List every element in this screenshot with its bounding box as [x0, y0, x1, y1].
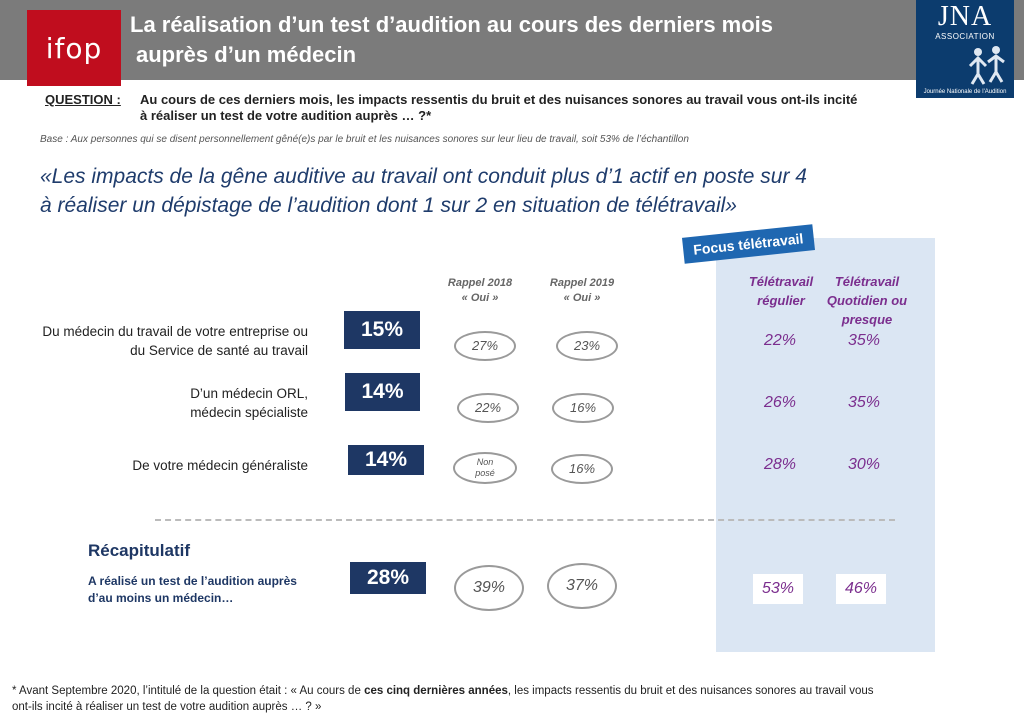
rappel-2019-oval: 16% [551, 454, 613, 484]
value-box: 15% [344, 311, 420, 349]
title-line-1: La réalisation d’un test d’audition au c… [130, 12, 774, 37]
recap-value-box: 28% [350, 562, 426, 594]
tt-quotidien-value: 30% [847, 456, 881, 473]
col-header-rappel-2018: Rappel 2018 « Oui » [447, 277, 513, 304]
title-bar [0, 0, 1024, 80]
tt-quotidien-value: 35% [847, 394, 881, 411]
jna-logo: JNA ASSOCIATION Journée Nationale de l'A… [916, 0, 1014, 98]
question-text: Au cours de ces derniers mois, les impac… [140, 92, 858, 123]
tt-regulier-value: 26% [763, 394, 797, 411]
rappel-2019-oval: 23% [556, 331, 618, 361]
col-header-tt-quotidien: Télétravail Quotidien ou presque [826, 274, 908, 327]
headline-quote: «Les impacts de la gêne auditive au trav… [40, 165, 807, 217]
col-header-tt-regulier: Télétravail régulier [748, 274, 814, 308]
rappel-2019-oval: 16% [552, 393, 614, 423]
recap-rappel-2019-oval: 37% [547, 563, 617, 609]
ifop-logo: ifop [27, 10, 121, 86]
row-label-medecin-generaliste: De votre médecin généraliste [132, 458, 308, 473]
recap-label: A réalisé un test de l’audition auprès d… [88, 574, 297, 605]
row-label-medecin-travail: Du médecin du travail de votre entrepris… [42, 324, 308, 358]
recap-title: Récapitulatif [88, 541, 191, 560]
tt-quotidien-value: 35% [847, 332, 881, 349]
people-icon [968, 46, 1005, 85]
question-label: QUESTION : [45, 92, 121, 107]
recap-tt-regulier-value: 53% [753, 574, 803, 604]
value-box: 14% [345, 373, 420, 411]
focus-teletravail-panel [716, 238, 935, 652]
section-divider [155, 519, 895, 521]
tt-regulier-value: 28% [763, 456, 797, 473]
recap-rappel-2018-oval: 39% [454, 565, 524, 611]
value-box: 14% [348, 445, 424, 475]
base-note: Base : Aux personnes qui se disent perso… [40, 134, 689, 145]
footnote: * Avant Septembre 2020, l’intitulé de la… [12, 685, 874, 713]
rappel-2018-oval: 22% [457, 393, 519, 423]
title-line-2: auprès d’un médecin [136, 42, 357, 67]
col-header-rappel-2019: Rappel 2019 « Oui » [549, 277, 615, 304]
slide-title: La réalisation d’un test d’audition au c… [130, 10, 910, 70]
rappel-2018-oval: Non posé [453, 452, 517, 484]
row-label-medecin-orl: D’un médecin ORL, médecin spécialiste [190, 386, 308, 420]
tt-regulier-value: 22% [763, 332, 797, 349]
recap-tt-quotidien-value: 46% [836, 574, 886, 604]
rappel-2018-oval: 27% [454, 331, 516, 361]
